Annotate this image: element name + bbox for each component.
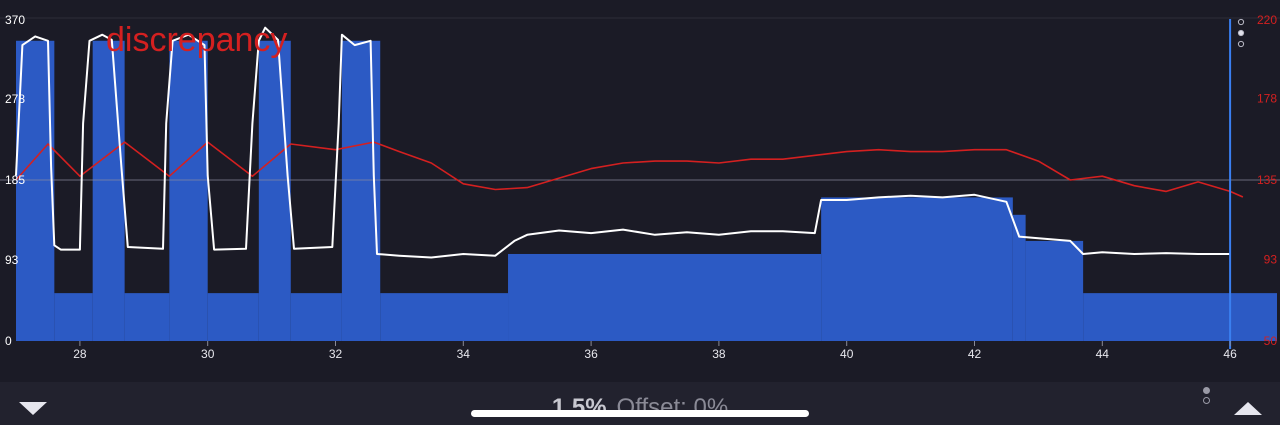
right-tick-label: 220 — [1257, 13, 1277, 27]
cursor-layer[interactable] — [1229, 18, 1245, 349]
white-series-layer — [15, 26, 1231, 259]
area-step-bar — [380, 293, 509, 341]
home-indicator[interactable] — [471, 410, 809, 417]
x-tick-label: 28 — [73, 347, 87, 361]
triangle-down-icon[interactable] — [19, 402, 47, 415]
bottom-toolbar: 1.5% Offset: 0% — [0, 382, 1280, 425]
left-tick-label: 185 — [5, 173, 25, 187]
chart-title: discrepancy — [106, 21, 287, 59]
x-tick-label: 40 — [840, 347, 854, 361]
right-tick-label: 93 — [1264, 253, 1278, 267]
left-tick-label: 0 — [5, 334, 12, 348]
left-tick-label: 370 — [5, 13, 25, 27]
area-layer — [16, 40, 1277, 342]
area-step-bar — [821, 197, 1013, 341]
triangle-up-icon[interactable] — [1234, 402, 1262, 415]
red-series-layer — [15, 141, 1244, 198]
area-step-bar — [169, 40, 208, 342]
area-step-bar — [508, 253, 822, 341]
area-step-bar — [207, 293, 259, 341]
x-tick-label: 32 — [329, 347, 343, 361]
area-step-bar — [1025, 240, 1084, 341]
area-step-bar — [1083, 293, 1277, 341]
area-step-bar — [16, 40, 55, 342]
cursor-dot-icon[interactable] — [1237, 29, 1245, 37]
right-tick-label: 135 — [1257, 173, 1277, 187]
white-series-line — [15, 26, 1231, 259]
left-tick-label: 93 — [5, 253, 19, 267]
status-text: 1.5% Offset: 0% — [0, 394, 1280, 422]
page-dot — [1203, 397, 1210, 404]
right-tick-label: 178 — [1257, 92, 1277, 106]
x-tick-label: 34 — [457, 347, 471, 361]
area-step-bar — [92, 40, 125, 342]
x-tick-label: 38 — [712, 347, 726, 361]
x-tick-label: 36 — [584, 347, 598, 361]
x-tick-label: 42 — [968, 347, 982, 361]
x-tick-label: 46 — [1223, 347, 1237, 361]
axis-layer: 28 30 32 34 36 38 40 42 44 46 0 93 185 278 370 50 93 135 1… — [5, 13, 1277, 361]
page-dot — [1203, 387, 1210, 394]
right-tick-label: 50 — [1264, 334, 1278, 348]
x-tick-label: 30 — [201, 347, 215, 361]
area-step-bar — [1012, 214, 1026, 341]
area-step-bar — [258, 40, 291, 342]
area-step-bar — [54, 293, 93, 341]
cursor-dot-icon[interactable] — [1237, 18, 1245, 26]
area-step-bar — [290, 293, 342, 341]
cursor-dot-icon[interactable] — [1237, 40, 1245, 48]
x-tick-label: 44 — [1096, 347, 1110, 361]
left-tick-label: 278 — [5, 92, 25, 106]
chart[interactable]: 28 30 32 34 36 38 40 42 44 46 0 93 185 278 370 50 93 135 1… — [0, 0, 1280, 382]
area-step-bar — [124, 293, 170, 341]
red-series-line — [15, 141, 1244, 198]
page-dots-icon[interactable] — [1203, 387, 1210, 407]
